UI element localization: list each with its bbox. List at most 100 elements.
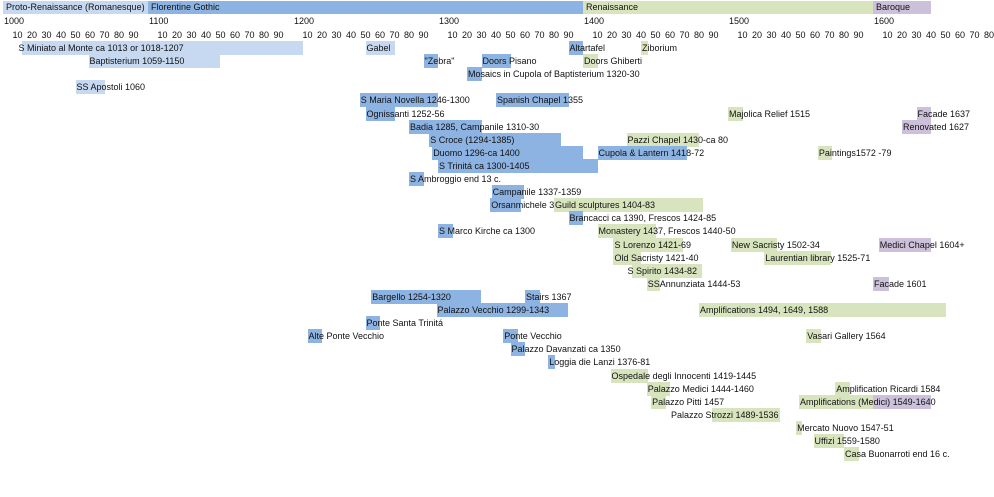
timeline-label: S Croce (1294-1385) — [430, 134, 515, 145]
period-band: Proto-Renaissance (Romanesque) — [3, 1, 148, 14]
timeline-bar — [728, 106, 743, 121]
timeline-bar — [597, 224, 656, 239]
decade-tick-label: 10 — [447, 30, 458, 40]
timeline-bar — [432, 145, 583, 160]
timeline-label: "Zebra" — [424, 56, 455, 67]
decade-tick-label: 50 — [505, 30, 516, 40]
decade-tick-label: 60 — [954, 30, 966, 40]
timeline-label: Bargello 1254-1320 — [372, 291, 451, 302]
decade-tick-label: 20 — [751, 30, 763, 40]
timeline-label: Amplification Ricardi 1584 — [836, 383, 941, 394]
timeline-label: Palazzo Davanzati ca 1350 — [511, 344, 621, 355]
timeline-bar — [646, 381, 670, 396]
timeline-label: Ziborium — [642, 43, 678, 53]
decade-tick-label: 30 — [621, 30, 632, 40]
timeline-label: Mercato Nuovo 1547-51 — [797, 422, 894, 433]
timeline-bar — [902, 119, 931, 134]
timeline-label: Stairs 1367 — [526, 291, 572, 302]
century-tick-label: 1300 — [439, 16, 460, 26]
timeline-bar — [813, 434, 844, 448]
timeline-label: S Lorenzo 1421-69 — [614, 239, 691, 250]
timeline-label: Brancacci ca 1390, Frescos 1424-85 — [569, 213, 717, 224]
timeline-label: Old Sacristy 1421-40 — [614, 252, 699, 263]
decade-tick-label: 40 — [490, 30, 502, 40]
timeline-bar — [844, 447, 859, 462]
decade-tick-label: 70 — [389, 30, 400, 40]
decade-tick-label: 60 — [664, 30, 676, 40]
timeline-label: Medici Chapel 1604+ — [879, 239, 965, 250]
timeline-label: Paintings1572 -79 — [818, 147, 892, 158]
timeline-bar — [806, 329, 821, 344]
timeline-bar — [491, 185, 524, 200]
timeline-bar — [597, 145, 688, 160]
decade-tick-label: 90 — [563, 30, 574, 40]
timeline-label: Campanile 1337-1359 — [492, 187, 582, 198]
timeline-label: Pazzi Chapel 1430-ca 80 — [627, 134, 729, 145]
decade-tick-label: 90 — [418, 30, 429, 40]
century-tick-label: 1100 — [149, 16, 169, 26]
timeline-bar — [503, 329, 518, 344]
timeline-bar — [21, 41, 304, 55]
timeline-bar — [438, 224, 453, 239]
decade-tick-label: 80 — [983, 30, 994, 40]
timeline-bar — [916, 106, 931, 121]
century-tick-label: 1600 — [874, 16, 895, 26]
timeline-bar — [365, 106, 395, 121]
timeline-label: Orsanmichele 36-57 — [491, 200, 573, 211]
decade-tick-label: 50 — [795, 30, 806, 40]
timeline-bar — [613, 237, 684, 252]
timeline-label: Loggia die Lanzi 1376-81 — [549, 357, 651, 368]
timeline-bar — [712, 407, 781, 422]
timeline-label: Guild sculptures 1404-83 — [555, 200, 656, 211]
timeline-bar — [436, 303, 569, 317]
decade-tick-label: 80 — [838, 30, 850, 40]
timeline-bar — [510, 342, 525, 357]
timeline-bar — [365, 316, 380, 331]
decade-tick-label: 60 — [229, 30, 241, 40]
decade-tick-label: 30 — [41, 30, 52, 40]
timeline-bar — [467, 67, 482, 82]
decade-tick-label: 10 — [592, 30, 603, 40]
timeline-bar — [583, 54, 598, 69]
decade-tick-label: 40 — [200, 30, 212, 40]
decade-tick-label: 50 — [650, 30, 661, 40]
decade-tick-label: 80 — [693, 30, 705, 40]
timeline-label: Ospedale degli Innocenti 1419-1445 — [611, 370, 757, 381]
decade-tick-label: 80 — [548, 30, 560, 40]
timeline-label: S Miniato al Monte ca 1013 or 1018-1207 — [18, 43, 184, 53]
timeline-label: S Maria Novella 1246-1300 — [360, 95, 470, 106]
timeline-label: Majolica Relief 1515 — [729, 108, 811, 119]
decade-tick-label: 20 — [461, 30, 473, 40]
period-band: Renaissance — [583, 1, 873, 14]
decade-tick-label: 50 — [70, 30, 81, 40]
timeline-label: S Spirito 1434-82 — [627, 265, 698, 276]
timeline-label: S Trinitá ca 1300-1405 — [439, 160, 530, 171]
timeline-label: Ponte Vecchio — [504, 331, 562, 342]
timeline-bar — [610, 368, 649, 383]
timeline-bar — [568, 41, 583, 55]
decade-tick-label: 40 — [55, 30, 67, 40]
timeline-bar — [817, 145, 833, 160]
century-tick-label: 1500 — [729, 16, 750, 26]
timeline-bar — [764, 250, 831, 265]
timeline-label: Doors Ghiberti — [584, 56, 643, 67]
timeline-bar — [438, 158, 598, 173]
decade-tick-label: 20 — [896, 30, 908, 40]
timeline-label: Amplifications 1494, 1649, 1588 — [700, 305, 829, 315]
decade-tick-label: 50 — [360, 30, 371, 40]
timeline-label: Ponte Santa Trinitá — [366, 318, 444, 329]
timeline-bar — [409, 172, 424, 186]
timeline-label: S Ambroggio end 13 c. — [410, 174, 502, 184]
timeline-bar — [613, 250, 641, 265]
timeline-bar — [307, 329, 322, 344]
decade-tick-label: 70 — [244, 30, 255, 40]
decade-tick-label: 80 — [403, 30, 415, 40]
decade-tick-label: 40 — [635, 30, 647, 40]
decade-tick-label: 80 — [258, 30, 270, 40]
decade-tick-label: 70 — [824, 30, 835, 40]
timeline-label: Renovated 1627 — [903, 121, 970, 132]
decade-tick-label: 10 — [882, 30, 893, 40]
timeline-bar — [646, 276, 660, 291]
timeline-bar — [873, 394, 931, 409]
